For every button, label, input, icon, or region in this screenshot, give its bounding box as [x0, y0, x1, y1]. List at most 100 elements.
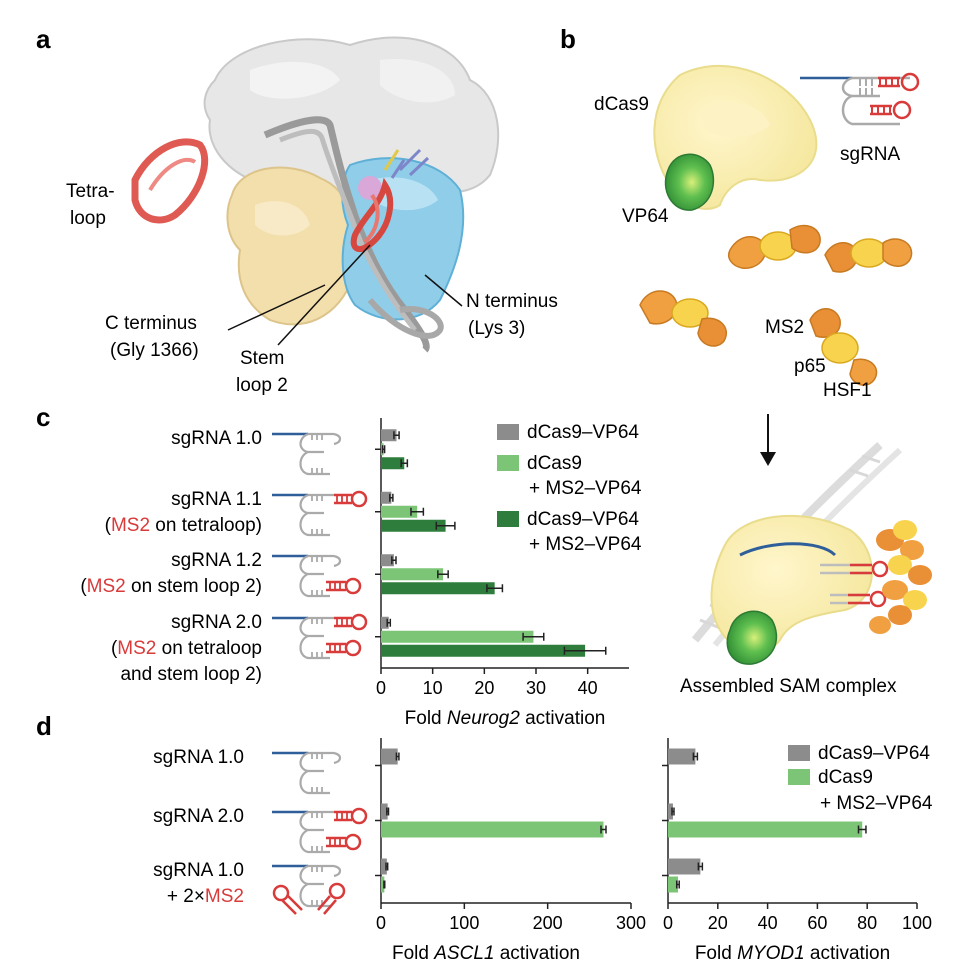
x-tick-label: 100 — [902, 913, 932, 933]
x-axis-label: Fold ASCL1 activation — [392, 943, 580, 964]
legend-label: dCas9 — [527, 453, 582, 474]
legend-label: + MS2–VP64 — [529, 478, 642, 499]
row-sublabel: (MS2 on tetraloop — [111, 638, 262, 659]
legend-swatch — [497, 511, 519, 527]
legend-label: dCas9–VP64 — [527, 509, 639, 530]
dcas9-label: dCas9 — [594, 94, 649, 115]
x-tick-label: 0 — [663, 913, 673, 933]
bar — [381, 582, 495, 595]
row-sublabel: (MS2 on stem loop 2) — [80, 576, 262, 597]
panel-d-row-labels: sgRNA 1.0 sgRNA 2.0 sgRNA 1.0 + 2×MS2 — [153, 747, 368, 915]
x-tick-label: 0 — [376, 678, 386, 698]
bar — [668, 876, 678, 893]
x-tick-label: 20 — [474, 678, 494, 698]
legend-label: + MS2–VP64 — [820, 793, 933, 814]
panel-label-a: a — [36, 24, 51, 54]
row-sublabel: and stem loop 2) — [120, 664, 262, 685]
bar — [668, 803, 673, 820]
n-terminus-leader — [424, 274, 463, 307]
ascl1-chart: 0 100 200 300 Fold ASCL1 activation — [375, 738, 646, 964]
x-tick-label: 300 — [616, 913, 646, 933]
panel-label-b: b — [560, 24, 576, 54]
x-tick-label: 200 — [533, 913, 563, 933]
bar — [381, 457, 405, 470]
row-label: sgRNA 1.1 — [171, 489, 262, 510]
bar — [381, 429, 397, 442]
stem-loop-label: Stem — [240, 348, 284, 369]
x-tick-label: 10 — [423, 678, 443, 698]
dcas9-vp64-cartoon — [653, 64, 818, 211]
bar — [381, 519, 446, 532]
row-sublabel: + 2×MS2 — [167, 886, 244, 907]
bar — [668, 858, 701, 875]
assembly-arrow — [760, 414, 776, 466]
x-tick-label: 0 — [376, 913, 386, 933]
bar — [381, 616, 389, 629]
legend-swatch — [788, 745, 810, 761]
vp64-label: VP64 — [622, 206, 669, 227]
bar — [381, 748, 398, 765]
bar — [381, 554, 394, 567]
row-label: sgRNA 2.0 — [153, 806, 244, 827]
sgrna-label: sgRNA — [840, 144, 901, 165]
stem-loop-label-2: loop 2 — [236, 375, 288, 396]
panel-label-d: d — [36, 711, 52, 741]
panel-d-legend: dCas9–VP64 dCas9 + MS2–VP64 — [788, 743, 933, 814]
neurog2-chart: 0 10 20 30 40 Fold Neurog2 activation — [375, 418, 629, 729]
n-terminus-residue: (Lys 3) — [468, 318, 525, 339]
panel-c-row-labels: sgRNA 1.0 sgRNA 1.1 (MS2 on tetraloop) sgRN… — [80, 428, 368, 685]
sgrna-icon — [800, 72, 920, 126]
legend-swatch — [497, 424, 519, 440]
c-terminus-leader — [227, 284, 326, 331]
x-axis-label: Fold MYOD1 activation — [695, 943, 890, 964]
assembled-sam-label: Assembled SAM complex — [680, 676, 897, 697]
row-label: sgRNA 1.0 — [171, 428, 262, 449]
legend-label: dCas9–VP64 — [527, 422, 639, 443]
row-sublabel: (MS2 on tetraloop) — [105, 515, 262, 536]
row-label: sgRNA 1.2 — [171, 550, 262, 571]
x-tick-label: 60 — [807, 913, 827, 933]
cas9-structure-illustration — [131, 36, 500, 353]
bar — [668, 821, 863, 838]
bar — [381, 876, 385, 893]
panel-label-c: c — [36, 402, 50, 432]
ms2-p65-hsf1-complexes — [639, 224, 913, 386]
n-terminus-label: N terminus — [466, 291, 558, 312]
tetraloop-label-2: loop — [70, 208, 106, 229]
c-terminus-label: C terminus — [105, 313, 197, 334]
c-terminus-residue: (Gly 1366) — [110, 340, 199, 361]
x-tick-label: 100 — [449, 913, 479, 933]
bar — [381, 858, 387, 875]
x-tick-label: 40 — [578, 678, 598, 698]
hsf1-label: HSF1 — [823, 380, 872, 401]
x-tick-label: 30 — [526, 678, 546, 698]
x-tick-label: 40 — [758, 913, 778, 933]
bar — [668, 748, 696, 765]
bar — [381, 821, 604, 838]
bar — [381, 505, 418, 518]
legend-label: dCas9 — [818, 767, 873, 788]
bar — [381, 568, 443, 581]
tetraloop-label: Tetra- — [66, 181, 115, 202]
p65-label: p65 — [794, 356, 826, 377]
ms2-label: MS2 — [765, 317, 804, 338]
stem-loop-leader — [277, 244, 371, 346]
bar — [381, 630, 534, 643]
legend-swatch — [788, 769, 810, 785]
x-tick-label: 20 — [708, 913, 728, 933]
x-axis-label: Fold Neurog2 activation — [405, 708, 606, 729]
sam-complex-illustration — [691, 442, 932, 665]
row-label: sgRNA 1.0 — [153, 747, 244, 768]
bar — [381, 644, 586, 657]
legend-label: + MS2–VP64 — [529, 534, 642, 555]
row-label: sgRNA 2.0 — [171, 612, 262, 633]
panel-c-legend: dCas9–VP64 dCas9 + MS2–VP64 dCas9–VP64 + MS2… — [497, 422, 642, 555]
x-tick-label: 80 — [857, 913, 877, 933]
bar — [381, 803, 388, 820]
legend-label: dCas9–VP64 — [818, 743, 930, 764]
myod1-chart: 0 20 40 60 80 100 Fold MYOD1 activation — [662, 738, 932, 964]
bar — [381, 491, 392, 504]
legend-swatch — [497, 455, 519, 471]
row-label: sgRNA 1.0 — [153, 860, 244, 881]
